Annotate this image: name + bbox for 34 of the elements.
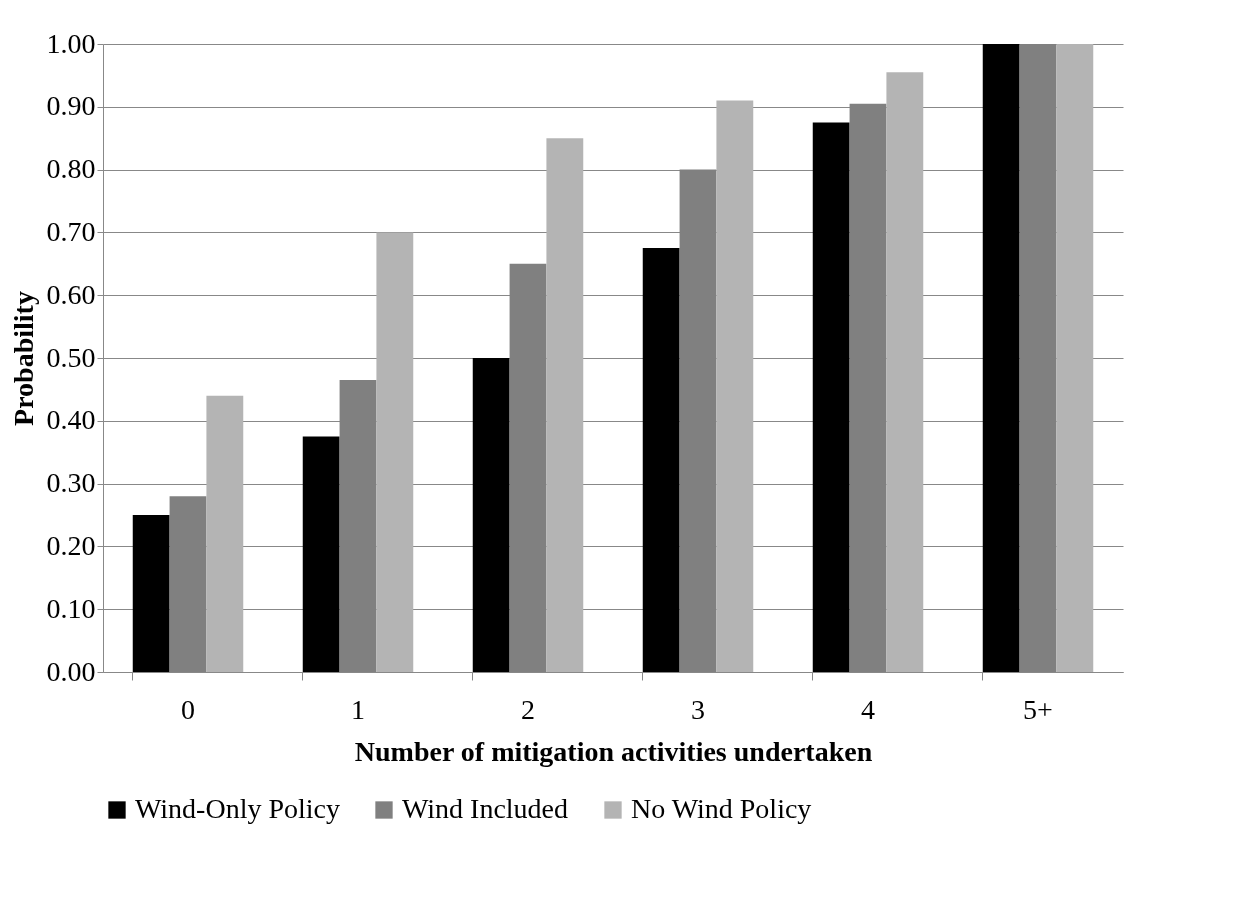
legend-label: Wind-Only Policy bbox=[135, 793, 340, 824]
y-tick-label: 0.90 bbox=[46, 90, 96, 122]
bar bbox=[1056, 44, 1094, 672]
legend-label: Wind Included bbox=[402, 793, 569, 824]
y-tick-label: 0.30 bbox=[46, 467, 96, 499]
bar bbox=[812, 122, 850, 672]
y-tick-label: 0.60 bbox=[46, 278, 96, 310]
y-tick-label: 0.70 bbox=[46, 215, 96, 247]
x-tick-label: 2 bbox=[521, 693, 535, 725]
y-tick-label: 0.10 bbox=[46, 592, 96, 624]
x-tick-label: 3 bbox=[691, 693, 705, 725]
x-tick-label: 5+ bbox=[1023, 693, 1053, 725]
y-tick-label: 0.80 bbox=[46, 153, 96, 185]
bar bbox=[546, 138, 584, 672]
bar bbox=[982, 44, 1020, 672]
bar bbox=[302, 436, 340, 672]
y-tick-label: 0.00 bbox=[46, 655, 96, 687]
bar bbox=[376, 232, 414, 672]
x-tick-label: 0 bbox=[181, 693, 195, 725]
y-tick-label: 0.50 bbox=[46, 341, 96, 373]
bar bbox=[886, 72, 924, 672]
y-axis-title: Probability bbox=[7, 291, 39, 426]
x-tick-label: 4 bbox=[861, 693, 875, 725]
bar bbox=[472, 358, 510, 672]
bar bbox=[716, 100, 754, 672]
y-tick-label: 0.40 bbox=[46, 404, 96, 436]
x-axis-title: Number of mitigation activities undertaken bbox=[354, 735, 873, 767]
y-tick-label: 1.00 bbox=[46, 27, 96, 59]
y-tick-label: 0.20 bbox=[46, 529, 96, 561]
x-tick-label: 1 bbox=[351, 693, 365, 725]
bar bbox=[132, 515, 170, 672]
bar bbox=[642, 248, 680, 672]
legend-label: No Wind Policy bbox=[631, 793, 812, 824]
bar bbox=[206, 395, 244, 672]
